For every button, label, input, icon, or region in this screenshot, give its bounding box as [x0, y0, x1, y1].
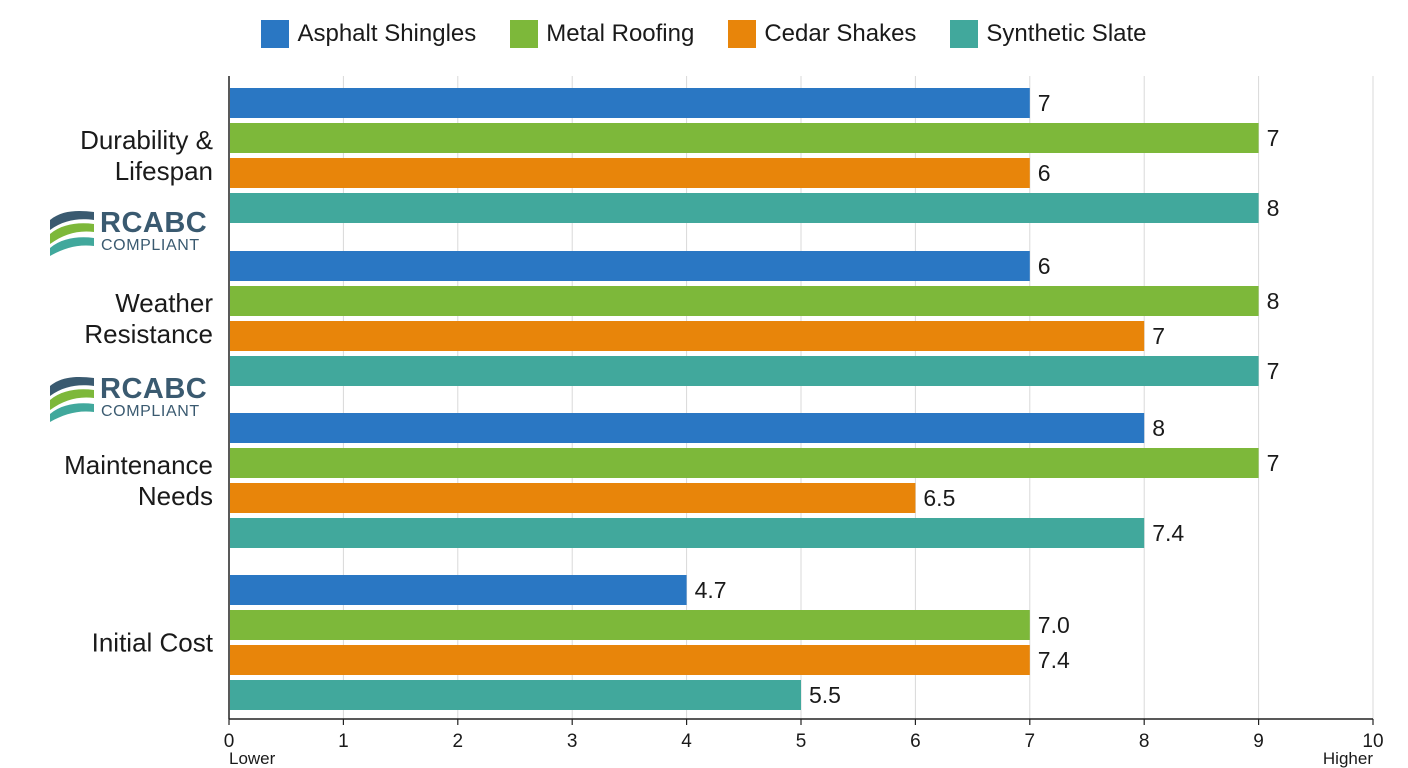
legend-swatch [261, 20, 290, 48]
bar-value-label: 7.4 [1038, 647, 1070, 673]
category-label: Durability & [80, 125, 213, 155]
badge-subtitle: COMPLIANT [101, 237, 200, 254]
bar [230, 575, 687, 605]
badge-title: RCABC [100, 373, 208, 405]
bar-value-label: 6.5 [923, 485, 955, 511]
bar-value-label: 7 [1152, 323, 1165, 349]
bar [230, 251, 1030, 281]
bar-value-label: 6 [1038, 253, 1051, 279]
x-tick-label: 2 [453, 731, 464, 752]
x-tick-label: 3 [567, 731, 578, 752]
bar-value-label: 8 [1152, 415, 1165, 441]
bar [230, 88, 1030, 118]
bar [230, 321, 1145, 351]
legend-label: Synthetic Slate [986, 20, 1147, 47]
bar [230, 610, 1030, 640]
bar-value-label: 7 [1267, 125, 1280, 151]
bar [230, 448, 1259, 478]
legend-item-synthetic-slate: Synthetic Slate [950, 20, 1147, 48]
bar-value-label: 5.5 [809, 682, 841, 708]
legend-swatch [728, 20, 757, 48]
category-label: Resistance [84, 319, 213, 349]
x-tick-label: 9 [1253, 731, 1264, 752]
rcabc-logo-icon [50, 210, 94, 256]
category-label: Initial Cost [92, 628, 214, 658]
bar [230, 123, 1259, 153]
bar-value-label: 7 [1267, 450, 1280, 476]
bar [230, 483, 916, 513]
bar-value-label: 8 [1267, 288, 1280, 314]
badge-title: RCABC [100, 207, 208, 239]
bar-value-label: 7.4 [1152, 520, 1184, 546]
legend-item-metal-roofing: Metal Roofing [510, 20, 694, 48]
x-axis-max-label: Higher [1323, 749, 1373, 768]
bar [230, 413, 1145, 443]
legend-item-asphalt-shingles: Asphalt Shingles [261, 20, 476, 48]
x-tick-label: 6 [910, 731, 921, 752]
legend-label: Cedar Shakes [764, 20, 917, 47]
category-label: Maintenance [64, 450, 213, 480]
category-label: Weather [115, 288, 213, 318]
bar-value-label: 7.0 [1038, 612, 1070, 638]
legend: Asphalt Shingles Metal Roofing Cedar Sha… [0, 20, 1408, 48]
bar [230, 193, 1259, 223]
badge-subtitle: COMPLIANT [101, 403, 200, 420]
bar [230, 158, 1030, 188]
x-tick-label: 7 [1025, 731, 1036, 752]
bar-value-label: 8 [1267, 195, 1280, 221]
x-axis-min-label: Lower [229, 749, 276, 768]
x-tick-label: 5 [796, 731, 807, 752]
x-tick-label: 1 [338, 731, 349, 752]
bar-value-label: 6 [1038, 160, 1051, 186]
bar [230, 356, 1259, 386]
x-tick-label: 0 [224, 731, 235, 752]
x-tick-label: 10 [1362, 731, 1383, 752]
rcabc-compliant-badge: RCABC COMPLIANT [48, 374, 218, 426]
legend-swatch [510, 20, 539, 48]
legend-label: Metal Roofing [546, 20, 695, 47]
x-tick-label: 8 [1139, 731, 1150, 752]
bar-value-label: 7 [1038, 90, 1051, 116]
bar [230, 518, 1145, 548]
bar [230, 680, 801, 710]
legend-label: Asphalt Shingles [297, 20, 477, 47]
rcabc-logo-icon [50, 376, 94, 422]
bar [230, 286, 1259, 316]
rcabc-compliant-badge: RCABC COMPLIANT [48, 208, 218, 260]
legend-item-cedar-shakes: Cedar Shakes [728, 20, 916, 48]
category-label: Lifespan [115, 156, 213, 186]
category-label: Needs [138, 481, 213, 511]
bar [230, 645, 1030, 675]
bar-value-label: 7 [1267, 358, 1280, 384]
x-tick-label: 4 [681, 731, 692, 752]
bar-value-label: 4.7 [695, 577, 727, 603]
legend-swatch [950, 20, 979, 48]
